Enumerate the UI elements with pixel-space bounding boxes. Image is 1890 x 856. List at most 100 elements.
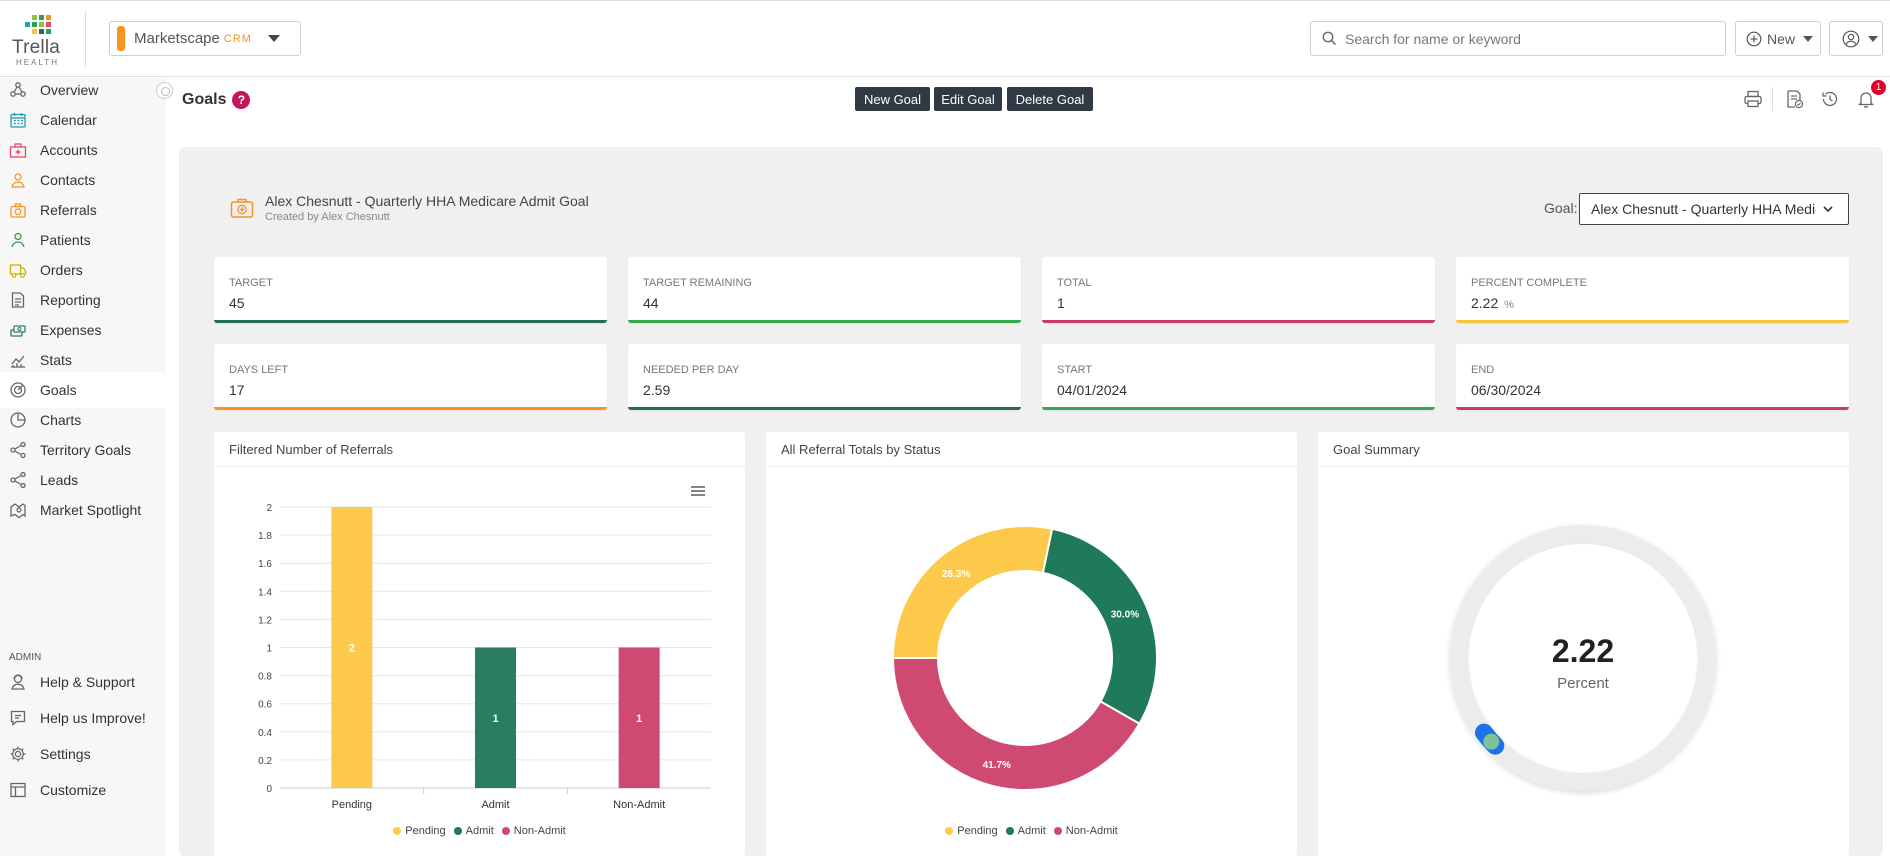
new-goal-button[interactable]: New Goal — [855, 87, 930, 111]
sidebar-item-reporting[interactable]: Reporting — [0, 282, 166, 318]
stat-card-percent-complete: PERCENT COMPLETE 2.22 % — [1456, 257, 1849, 323]
slice-label: 30.0% — [1111, 609, 1139, 620]
donut-slice-admit[interactable] — [1041, 527, 1158, 726]
stat-underline — [1042, 320, 1435, 323]
data-label: 1 — [492, 713, 498, 725]
delete-goal-button[interactable]: Delete Goal — [1007, 87, 1093, 111]
card-title: Filtered Number of Referrals — [229, 442, 393, 457]
bar-chart: 0 0.2 0.4 0.6 0.8 1 1.2 1.4 1.6 1.8 2 2 Pending 1 Admi… — [258, 503, 711, 811]
legend-item-non-admit[interactable]: Non-Admit — [1053, 825, 1118, 837]
bar-non-admit[interactable] — [618, 647, 660, 789]
market-spotlight-icon — [9, 501, 27, 519]
bar-admit[interactable] — [475, 647, 516, 789]
notification-bell-icon[interactable] — [1854, 87, 1878, 111]
top-bar: Trella HEALTH Marketscape CRM New — [0, 0, 1890, 77]
stat-underline — [1456, 320, 1849, 323]
sidebar-item-label: Charts — [40, 412, 82, 428]
legend-item-admit[interactable]: Admit — [453, 825, 494, 837]
gauge-face — [1469, 544, 1697, 772]
legend-item-admit[interactable]: Admit — [1005, 825, 1046, 837]
stat-label: NEEDED PER DAY — [643, 364, 740, 376]
legend-item-pending[interactable]: Pending — [945, 825, 998, 837]
stat-value: 44 — [643, 295, 659, 311]
new-button[interactable]: New — [1735, 21, 1821, 56]
donut-slice-non-admit[interactable] — [891, 657, 1141, 791]
sidebar-item-referrals[interactable]: Referrals — [0, 192, 166, 228]
chart-menu-icon[interactable] — [690, 484, 706, 498]
sidebar-item-contacts[interactable]: Contacts — [0, 162, 166, 198]
leads-icon — [9, 471, 27, 489]
sidebar-item-goals[interactable]: Goals — [0, 372, 166, 408]
charts-icon — [10, 412, 26, 428]
overview-icon — [9, 81, 27, 99]
sidebar-collapse-button[interactable] — [156, 82, 173, 99]
sidebar-item-label: Settings — [40, 746, 91, 762]
print-icon[interactable] — [1741, 87, 1765, 111]
user-menu-button[interactable] — [1829, 21, 1883, 56]
goal-select[interactable]: Alex Chesnutt - Quarterly HHA Medicare A… — [1579, 193, 1849, 225]
y-tick-label: 0 — [266, 784, 272, 795]
page-title: Goals ? — [182, 91, 251, 109]
search-input[interactable] — [1345, 30, 1705, 47]
trella-logo[interactable]: Trella HEALTH — [10, 13, 68, 67]
leads-icon — [10, 471, 26, 489]
stat-underline — [628, 320, 1021, 323]
legend-item-non-admit[interactable]: Non-Admit — [501, 825, 566, 837]
app-switcher[interactable]: Marketscape CRM — [109, 21, 301, 56]
sidebar-item-customize[interactable]: Customize — [0, 772, 166, 808]
stat-value: 2.22 % — [1471, 295, 1514, 311]
calendar-icon — [10, 113, 26, 128]
logo-subtext: HEALTH — [16, 58, 59, 67]
customize-icon — [10, 782, 26, 798]
reporting-icon — [11, 292, 25, 308]
sidebar-item-charts[interactable]: Charts — [0, 402, 166, 438]
sidebar-item-expenses[interactable]: Expenses — [0, 312, 166, 348]
sidebar-item-label: Help us Improve! — [40, 710, 146, 726]
stat-value: 1 — [1057, 295, 1065, 311]
stat-card-start: START 04/01/2024 — [1042, 344, 1435, 410]
territory-goals-icon — [10, 441, 26, 459]
search-box[interactable] — [1310, 21, 1726, 56]
gauge-value: 2.22 — [1552, 633, 1614, 669]
sidebar-item-stats[interactable]: Stats — [0, 342, 166, 378]
sidebar-item-market-spotlight[interactable]: Market Spotlight — [0, 492, 166, 528]
logo-text: Trella — [12, 37, 61, 58]
sidebar-item-leads[interactable]: Leads — [0, 462, 166, 498]
new-button-label: New — [1767, 30, 1796, 47]
y-tick-label: 0.4 — [258, 728, 272, 739]
sidebar-item-orders[interactable]: Orders — [0, 252, 166, 288]
report-check-icon[interactable] — [1782, 87, 1806, 111]
help-icon[interactable]: ? — [232, 91, 251, 109]
edit-goal-button[interactable]: Edit Goal — [934, 87, 1002, 111]
sidebar-item-settings[interactable]: Settings — [0, 736, 166, 772]
sidebar-item-calendar[interactable]: Calendar — [0, 102, 166, 138]
contacts-icon — [9, 171, 27, 189]
accounts-icon — [9, 143, 27, 158]
donut-slice-pending[interactable] — [891, 525, 1054, 659]
sidebar-item-help-support[interactable]: Help & Support — [0, 664, 166, 700]
history-icon[interactable] — [1818, 87, 1842, 111]
sidebar-item-label: Patients — [40, 232, 91, 248]
referrals-icon — [9, 201, 27, 219]
charts-icon — [9, 411, 27, 429]
sidebar-item-territory-goals[interactable]: Territory Goals — [0, 432, 166, 468]
goal-header: Alex Chesnutt - Quarterly HHA Medicare A… — [229, 193, 589, 223]
sidebar-item-label: Reporting — [40, 292, 101, 308]
sidebar-item-accounts[interactable]: Accounts — [0, 132, 166, 168]
divider — [214, 466, 745, 467]
y-tick-label: 0.8 — [258, 672, 272, 683]
sidebar-item-help-us-improve[interactable]: Help us Improve! — [0, 700, 166, 736]
bar-pending[interactable] — [331, 507, 373, 788]
stat-underline — [628, 407, 1021, 410]
sidebar-item-label: Market Spotlight — [40, 502, 142, 518]
sidebar-item-overview[interactable]: Overview — [0, 72, 166, 108]
sidebar-item-patients[interactable]: Patients — [0, 222, 166, 258]
goal-title: Alex Chesnutt - Quarterly HHA Medicare A… — [265, 193, 589, 209]
sidebar-item-label: Contacts — [40, 172, 96, 188]
stat-label: DAYS LEFT — [229, 364, 289, 376]
legend-item-pending[interactable]: Pending — [393, 825, 446, 837]
chevron-down-icon — [1868, 35, 1878, 42]
stat-label: TARGET REMAINING — [643, 277, 752, 289]
logo-mark-icon — [25, 15, 51, 34]
notification-badge: 1 — [1871, 80, 1886, 95]
